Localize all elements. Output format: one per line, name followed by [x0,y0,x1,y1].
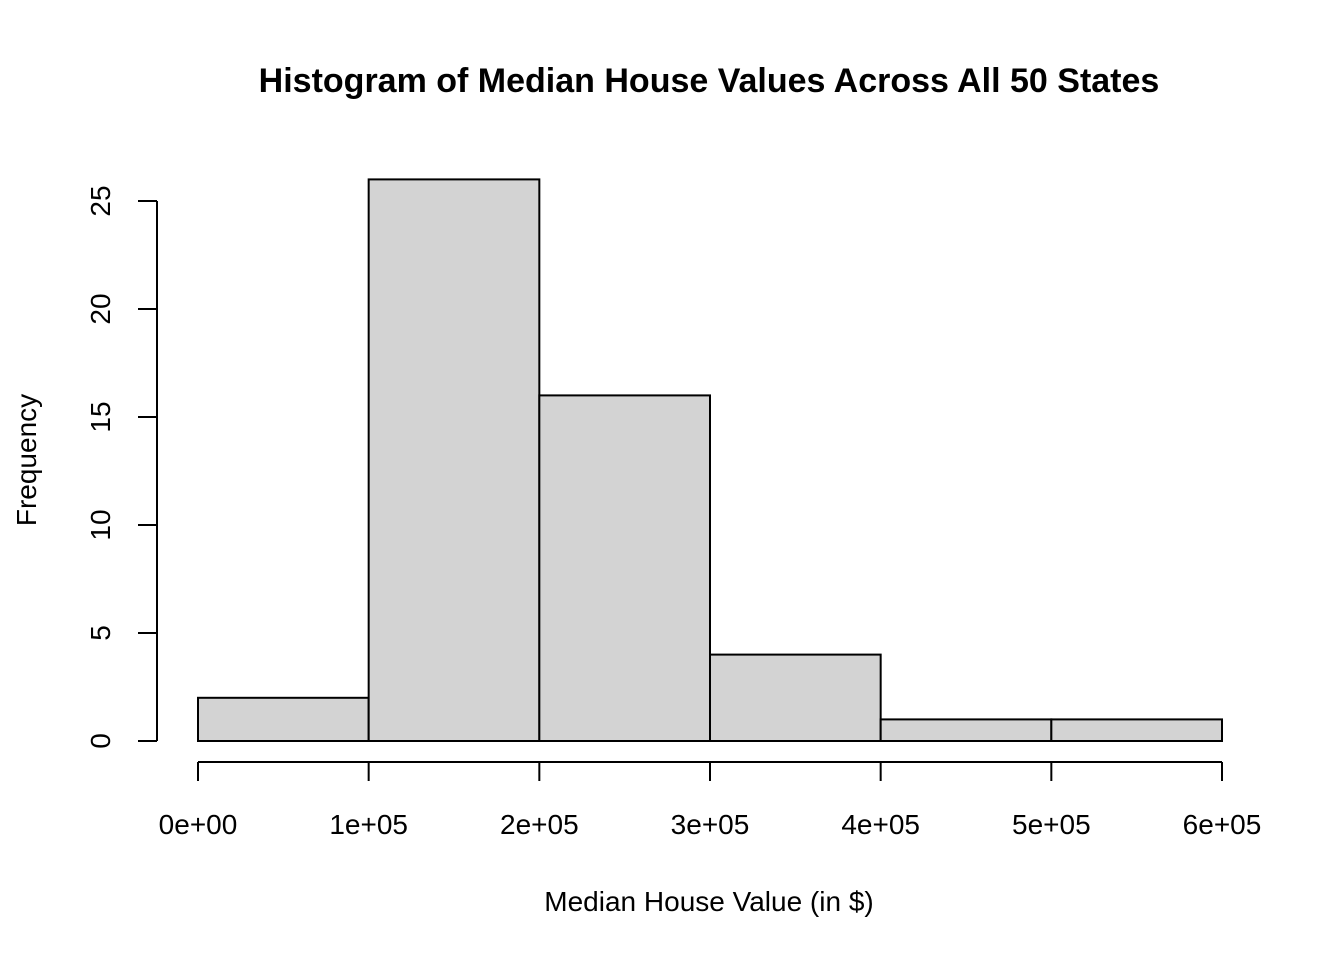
histogram-bar [879,718,1053,743]
bars-group [197,178,1224,743]
y-axis: 0 5 10 15 20 25 [85,185,158,749]
y-tick-label: 20 [85,293,116,324]
x-tick-label: 2e+05 [500,809,579,840]
y-tick-label: 0 [85,733,116,749]
x-tick-label: 5e+05 [1012,809,1091,840]
y-tick-label: 25 [85,185,116,216]
histogram-bar [367,178,541,742]
x-tick-label: 6e+05 [1183,809,1262,840]
histogram-bar [197,696,370,742]
histogram-bar [709,653,882,742]
y-tick-label: 10 [85,509,116,540]
x-tick-label: 4e+05 [841,809,920,840]
y-axis-label: Frequency [11,394,42,526]
y-tick-label: 15 [85,401,116,432]
chart-title: Histogram of Median House Values Across … [259,62,1160,100]
x-tick-label: 3e+05 [671,809,750,840]
histogram-bar [1050,718,1224,743]
x-tick-label: 1e+05 [329,809,408,840]
x-axis: 0e+00 1e+05 2e+05 3e+05 4e+05 5e+05 6e+05 [159,761,1262,840]
x-axis-label: Median House Value (in $) [544,886,873,917]
histogram-bar [538,394,711,742]
x-tick-label: 0e+00 [159,809,238,840]
y-tick-label: 5 [85,625,116,641]
